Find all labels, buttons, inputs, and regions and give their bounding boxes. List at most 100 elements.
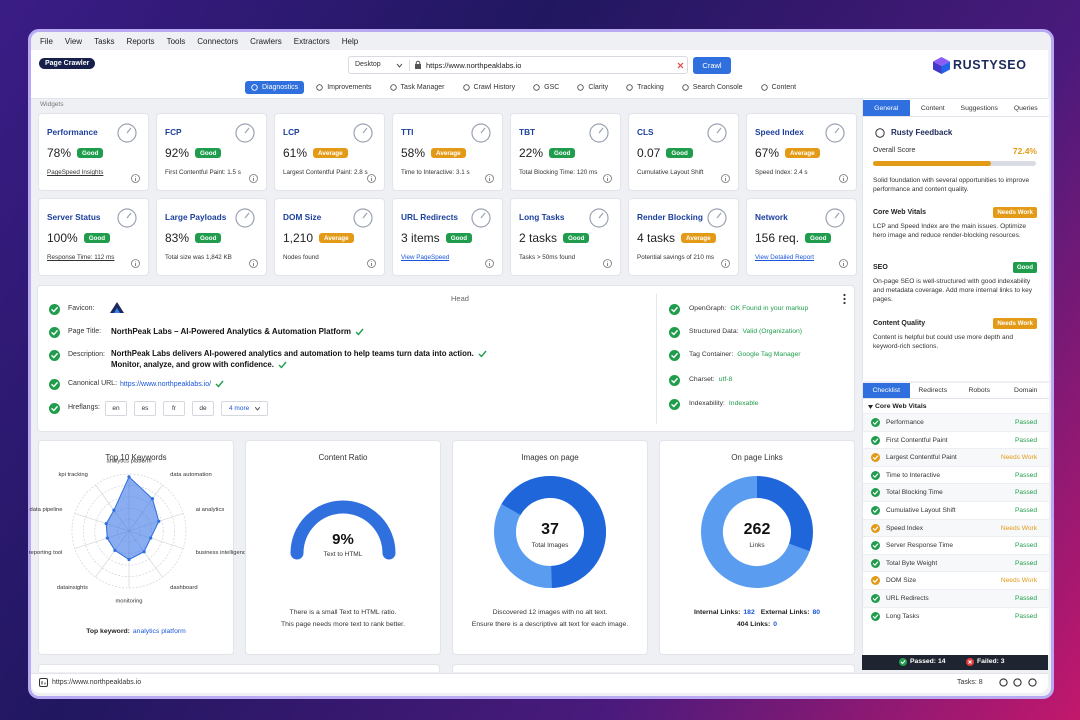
tab[interactable]: Tracking	[620, 81, 670, 94]
widget-detail: Total Blocking Time: 120 ms	[519, 169, 598, 176]
tab-icon	[760, 84, 768, 91]
icon-circle	[871, 523, 880, 533]
crawl-button[interactable]: Crawl	[693, 57, 731, 74]
icon-check	[51, 307, 58, 313]
radar-label: datainsights	[57, 585, 88, 591]
widget-card: TBT 22% Good Total Blocking Time: 120 ms	[510, 113, 621, 191]
tab[interactable]: Task Manager	[384, 81, 451, 94]
tab[interactable]: Diagnostics	[245, 81, 305, 94]
panel-tab[interactable]: Content	[920, 104, 945, 112]
panel-tab[interactable]: Domain	[1014, 387, 1038, 394]
panel-tab[interactable]: Robots	[968, 387, 991, 394]
checklist-name: Largest Contentful Paint	[886, 454, 957, 462]
menu-item[interactable]: Tools	[166, 37, 186, 46]
widget-icon-needle	[244, 212, 250, 219]
tab[interactable]: GSC	[527, 81, 565, 94]
tab-icon-shape	[251, 84, 258, 91]
tab-label[interactable]: GSC	[544, 84, 560, 91]
checklist-name: DOM Size	[886, 577, 917, 585]
widget-detail[interactable]: Response Time: 112 ms	[47, 254, 115, 261]
widget-value-row: 22% Good	[519, 146, 576, 160]
panel-tab[interactable]: General	[863, 100, 910, 116]
insight-card: Top 10 Keywords analytics platform data au…	[29, 440, 249, 655]
tab[interactable]: Search Console	[676, 81, 749, 94]
check-label: Indexability:	[689, 400, 725, 407]
icon-circle	[669, 327, 680, 338]
hreflang-more[interactable]: 4 more	[221, 401, 269, 416]
url-text[interactable]: https://www.northpeaklabs.io	[426, 61, 522, 70]
tab[interactable]: Content	[755, 81, 803, 94]
top-keyword: Top keyword: analytics platform	[39, 628, 233, 635]
widget-detail: Nodes found	[283, 254, 319, 261]
widget-icon-needle	[834, 127, 840, 134]
checklist-status: Passed	[1015, 507, 1037, 514]
menu-item[interactable]: Reports	[126, 37, 155, 46]
menu-item[interactable]: Connectors	[197, 37, 239, 46]
tab-label[interactable]: Clarity	[588, 84, 609, 91]
widget-icon-needle	[480, 212, 486, 219]
widget-card: DOM Size 1,210 Average Nodes found	[274, 198, 385, 276]
menu-item[interactable]: Tasks	[94, 37, 115, 46]
info-ring	[839, 259, 848, 268]
widget-card: Render Blocking 4 tasks Average Potential s…	[628, 198, 739, 276]
widget-badge: Average	[785, 148, 820, 158]
radar-point	[127, 557, 131, 562]
insight-card: On page Links 262 Links Internal Links: 182 E…	[659, 440, 855, 655]
head-check-row: Tag Container: Google Tag Manager	[689, 351, 801, 358]
widget-detail[interactable]: View PageSpeed	[401, 254, 450, 261]
menu-item[interactable]: Help	[341, 37, 359, 46]
ok-mark	[355, 328, 364, 336]
menu-item[interactable]: View	[64, 37, 83, 46]
tab-label[interactable]: Search Console	[692, 84, 743, 91]
insight-note: Discovered 12 images with no alt text.	[492, 609, 608, 616]
widget-detail: Cumulative Layout Shift	[637, 169, 704, 176]
widget-badge: Good	[195, 233, 222, 243]
widget-title: TBT	[519, 127, 536, 137]
info-icon	[603, 259, 612, 268]
canonical-url[interactable]: https://www.northpeaklabs.io/	[120, 380, 212, 388]
widget-icon	[471, 123, 491, 143]
menu-item[interactable]: Extractors	[293, 37, 330, 46]
more-text[interactable]: 4 more	[229, 405, 250, 412]
widget-title: Server Status	[47, 212, 101, 222]
insight-note: This page needs more text to rank better…	[281, 621, 405, 628]
menu-item[interactable]: File	[40, 37, 53, 46]
tab-label[interactable]: Diagnostics	[262, 84, 299, 91]
widget-detail[interactable]: View Detailed Report	[755, 254, 815, 261]
info-icon	[721, 259, 730, 268]
checklist-status: Passed	[1015, 489, 1037, 497]
panel-tab[interactable]: Suggestions	[960, 104, 998, 112]
feedback-section-title: SEO	[873, 264, 888, 271]
checklist-row: Time to Interactive Passed	[863, 465, 1049, 484]
gauge-arc	[290, 500, 396, 560]
donut-caption: Links	[749, 542, 765, 549]
widget-badge: Average	[313, 148, 348, 158]
radar-point	[149, 536, 153, 540]
checklist-status: Passed	[1015, 559, 1037, 567]
tab-label[interactable]: Tracking	[637, 84, 664, 91]
tab[interactable]: Clarity	[571, 81, 614, 94]
check-icon	[49, 350, 60, 361]
tab-label[interactable]: Task Manager	[400, 84, 445, 91]
menu-item[interactable]: Crawlers	[250, 37, 282, 46]
description-line: NorthPeak Labs delivers AI-powered analy…	[111, 349, 487, 358]
tab-icon	[462, 84, 470, 91]
tab-label[interactable]: Crawl History	[473, 84, 516, 91]
panel-tab[interactable]: Checklist	[863, 383, 910, 398]
head-label: Page Title:	[68, 328, 102, 335]
tab-label[interactable]: Content	[771, 84, 797, 91]
widget-detail[interactable]: PageSpeed Insights	[47, 169, 104, 176]
widget-title: Performance	[47, 127, 98, 137]
checklist-status: Needs Work	[1000, 577, 1037, 585]
tab[interactable]: Crawl History	[457, 81, 522, 94]
checklist-name: Server Response Time	[886, 542, 954, 550]
links-donut	[701, 476, 813, 588]
panel-tab[interactable]: Queries	[1013, 104, 1038, 112]
device-select[interactable]: Desktop	[355, 61, 381, 68]
insight-note: There is a small Text to HTML ratio.	[289, 609, 397, 616]
tab[interactable]: Improvements	[310, 81, 377, 94]
widget-value-row: 78% Good	[47, 146, 104, 160]
mode-badge[interactable]: Page Crawler	[39, 58, 96, 69]
panel-tab[interactable]: Redirects	[918, 387, 948, 394]
tab-label[interactable]: Improvements	[327, 84, 372, 91]
